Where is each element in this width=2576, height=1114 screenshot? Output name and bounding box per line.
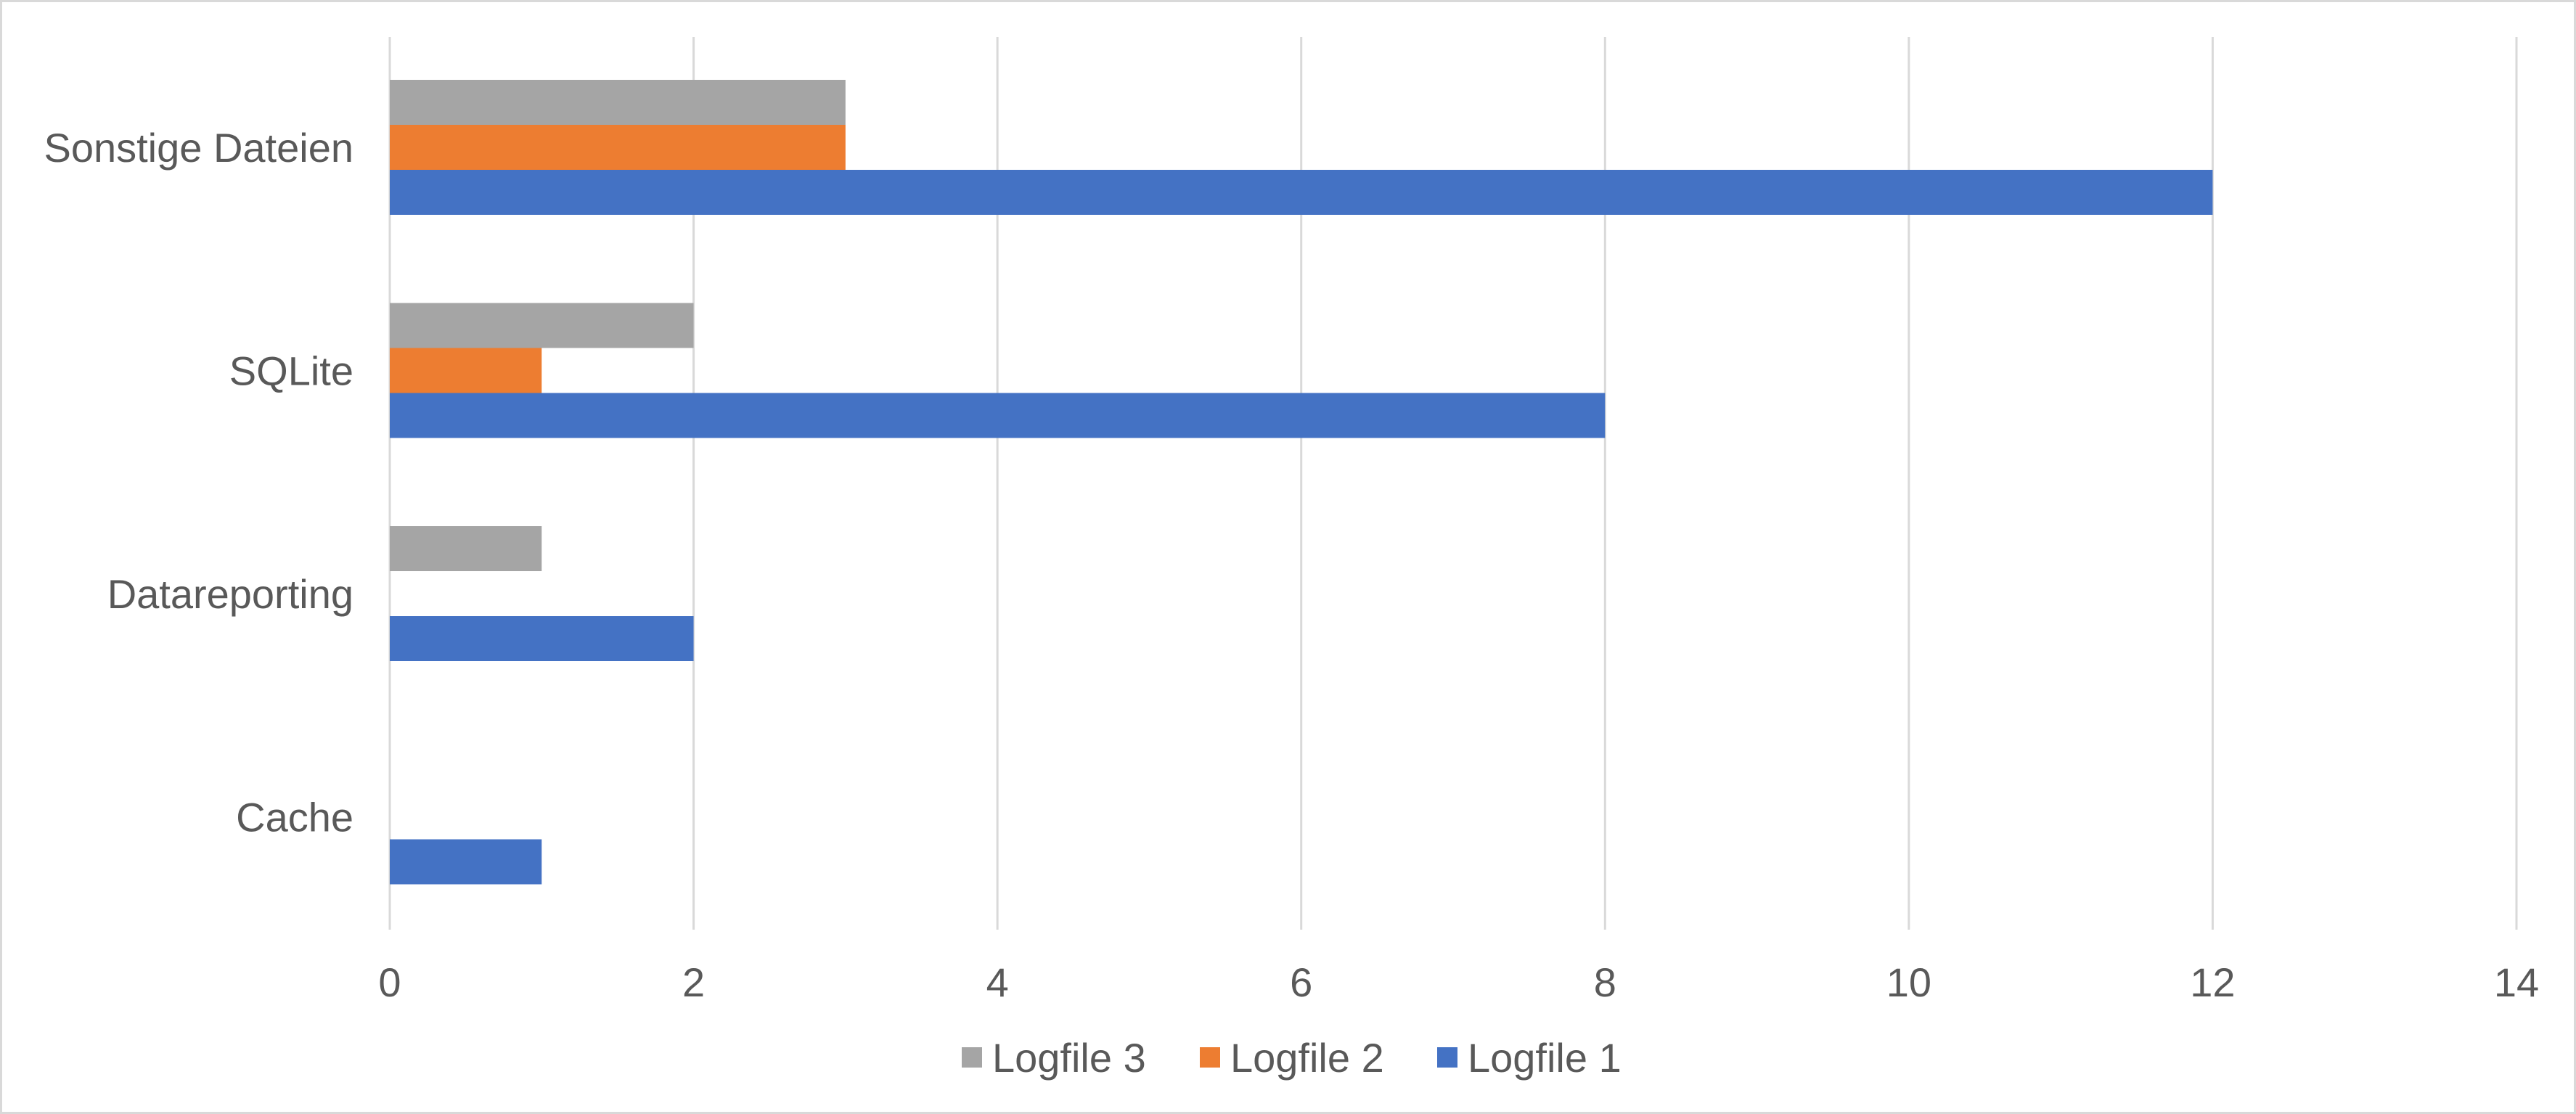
x-tick-label-12: 12 bbox=[2190, 959, 2235, 1005]
legend-label-logfile-1: Logfile 1 bbox=[1468, 1035, 1622, 1081]
bar-logfile-1-sonstige-dateien bbox=[390, 170, 2213, 215]
legend-swatch-logfile-3 bbox=[962, 1047, 982, 1068]
legend-label-logfile-2: Logfile 2 bbox=[1230, 1035, 1384, 1081]
x-tick-label-8: 8 bbox=[1594, 959, 1616, 1005]
bar-logfile-2-sqlite bbox=[390, 348, 542, 393]
bar-logfile-1-datareporting bbox=[390, 616, 694, 661]
x-tick-label-4: 4 bbox=[986, 959, 1009, 1005]
legend-item-logfile-2: Logfile 2 bbox=[1200, 1035, 1384, 1081]
bar-logfile-2-sonstige-dateien bbox=[390, 125, 846, 170]
x-tick-label-14: 14 bbox=[2494, 959, 2539, 1005]
category-labels: Sonstige Dateien SQLite Datareporting Cache bbox=[44, 125, 353, 840]
legend-item-logfile-1: Logfile 1 bbox=[1437, 1035, 1622, 1081]
legend: Logfile 3 Logfile 2 Logfile 1 bbox=[962, 1035, 1622, 1081]
x-tick-label-0: 0 bbox=[378, 959, 401, 1005]
bars bbox=[390, 80, 2213, 885]
bar-logfile-3-sonstige-dateien bbox=[390, 80, 846, 125]
x-axis-tick-labels: 0 2 4 6 8 10 12 14 bbox=[378, 959, 2539, 1005]
x-tick-label-2: 2 bbox=[682, 959, 705, 1005]
legend-item-logfile-3: Logfile 3 bbox=[962, 1035, 1146, 1081]
legend-swatch-logfile-1 bbox=[1437, 1047, 1457, 1068]
bar-logfile-3-sqlite bbox=[390, 303, 694, 348]
legend-label-logfile-3: Logfile 3 bbox=[992, 1035, 1146, 1081]
category-label-cache: Cache bbox=[236, 795, 353, 840]
x-tick-label-6: 6 bbox=[1290, 959, 1312, 1005]
bar-logfile-1-sqlite bbox=[390, 393, 1606, 438]
legend-swatch-logfile-2 bbox=[1200, 1047, 1220, 1068]
category-label-datareporting: Datareporting bbox=[107, 571, 353, 617]
category-label-sqlite: SQLite bbox=[229, 348, 353, 394]
bar-logfile-3-datareporting bbox=[390, 526, 542, 571]
x-tick-label-10: 10 bbox=[1886, 959, 1931, 1005]
bar-logfile-1-cache bbox=[390, 839, 542, 885]
category-label-sonstige-dateien: Sonstige Dateien bbox=[44, 125, 353, 171]
